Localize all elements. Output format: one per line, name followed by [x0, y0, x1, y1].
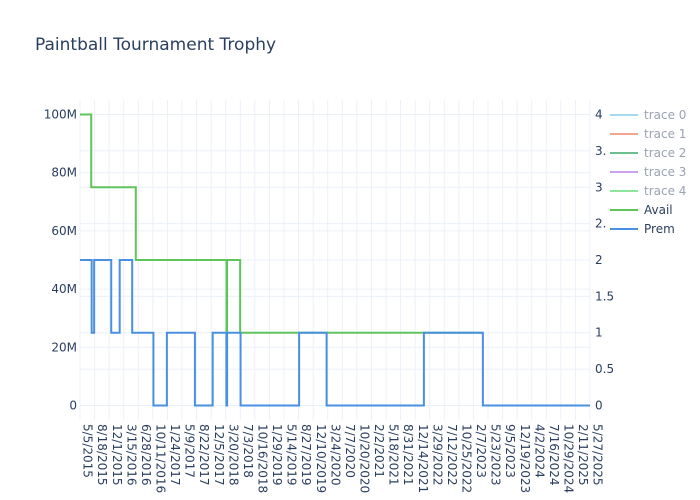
- x-tick-label: 12/10/2019: [314, 424, 328, 493]
- x-tick-label: 7/3/2018: [241, 424, 255, 478]
- x-tick-label: 5/9/2017: [183, 424, 197, 478]
- x-tick-label: 7/7/2020: [343, 424, 357, 478]
- x-tick-label: 3/15/2016: [124, 424, 138, 486]
- x-tick-label: 2/11/2025: [576, 424, 590, 486]
- x-tick-label: 10/29/2024: [561, 424, 575, 493]
- x-tick-label: 5/27/2025: [591, 424, 605, 486]
- x-tick-label: 2/7/2023: [474, 424, 488, 478]
- x-tick-label: 8/27/2019: [299, 424, 313, 486]
- x-tick-label: 1/24/2017: [168, 424, 182, 486]
- legend-label-prem: Prem: [644, 222, 675, 236]
- x-tick-label: 9/5/2023: [503, 424, 517, 478]
- x-tick-label: 4/2/2024: [532, 424, 546, 478]
- x-tick-label: 12/14/2021: [416, 424, 430, 493]
- x-tick-label: 3/24/2020: [328, 424, 342, 486]
- x-tick-label: 12/1/2015: [110, 424, 124, 486]
- y-right-axis: 0 0.5 1 1.5 2 2. 3 3. 4: [595, 108, 614, 413]
- y-right-tick-label: 1: [595, 326, 603, 340]
- y-right-tick-label: 3.: [595, 144, 606, 158]
- y-left-tick-label: 80M: [51, 166, 77, 180]
- legend-label-trace-3: trace 3: [644, 165, 686, 179]
- x-tick-label: 10/11/2016: [153, 424, 167, 493]
- legend-label-trace-1: trace 1: [644, 127, 686, 141]
- y-left-axis: 0 20M 40M 60M 80M 100M: [44, 108, 77, 413]
- x-axis: 5/5/2015 8/18/2015 12/1/2015 3/15/2016 6/28/…: [81, 424, 605, 493]
- legend-label-trace-0: trace 0: [644, 108, 686, 122]
- x-tick-label: 12/19/2023: [518, 424, 532, 493]
- legend-label-trace-2: trace 2: [644, 146, 686, 160]
- x-tick-label: 12/5/2017: [212, 424, 226, 486]
- x-tick-label: 5/18/2021: [387, 424, 401, 486]
- chart-title: Paintball Tournament Trophy: [35, 35, 276, 55]
- y-right-tick-label: 4: [595, 108, 603, 122]
- x-tick-label: 8/31/2021: [401, 424, 415, 486]
- x-tick-label: 5/23/2023: [489, 424, 503, 486]
- legend: trace 0 trace 1 trace 2 trace 3 trace 4 Avail…: [610, 108, 686, 236]
- x-tick-label: 10/20/2020: [357, 424, 371, 493]
- x-tick-label: 3/20/2018: [226, 424, 240, 486]
- x-tick-label: 2/2/2021: [372, 424, 386, 478]
- y-right-tick-label: 0.5: [595, 362, 614, 376]
- y-left-tick-label: 60M: [51, 224, 77, 238]
- x-tick-label: 7/16/2024: [547, 424, 561, 486]
- series-line-prem: [80, 259, 590, 407]
- x-tick-label: 10/25/2022: [459, 424, 473, 493]
- x-tick-label: 8/22/2017: [197, 424, 211, 486]
- x-tick-label: 1/29/2019: [270, 424, 284, 486]
- legend-label-avail: Avail: [644, 203, 673, 217]
- y-right-tick-label: 2.: [595, 217, 606, 231]
- y-right-tick-label: 3: [595, 180, 603, 194]
- x-tick-label: 3/29/2022: [430, 424, 444, 486]
- x-tick-label: 5/5/2015: [81, 424, 95, 478]
- y-left-tick-label: 20M: [51, 340, 77, 354]
- y-left-tick-label: 0: [69, 398, 77, 412]
- series-line-avail: [80, 113, 483, 334]
- y-right-tick-label: 2: [595, 253, 603, 267]
- x-tick-label: 10/16/2018: [255, 424, 269, 493]
- x-tick-label: 5/14/2019: [285, 424, 299, 486]
- y-right-tick-label: 0: [595, 398, 603, 412]
- series-layer: [80, 113, 590, 407]
- x-tick-label: 8/18/2015: [95, 424, 109, 486]
- y-left-tick-label: 100M: [44, 108, 77, 122]
- x-tick-label: 7/12/2022: [445, 424, 459, 486]
- x-tick-label: 6/28/2016: [139, 424, 153, 486]
- y-left-tick-label: 40M: [51, 282, 77, 296]
- legend-label-trace-4: trace 4: [644, 184, 686, 198]
- y-right-tick-label: 1.5: [595, 289, 614, 303]
